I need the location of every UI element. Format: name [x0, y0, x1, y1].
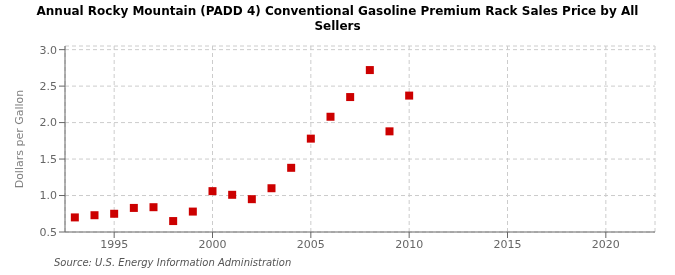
html-text:Sellers: Sellers: [314, 19, 361, 33]
svg-text:Dollars per Gallon: Dollars per Gallon: [13, 90, 26, 189]
svg-text:0.5: 0.5: [40, 226, 58, 239]
svg-text:2015: 2015: [494, 238, 522, 251]
svg-text:1.0: 1.0: [40, 189, 58, 202]
svg-text:2020: 2020: [592, 238, 620, 251]
svg-text:2010: 2010: [395, 238, 423, 251]
svg-text:1995: 1995: [100, 238, 128, 251]
svg-text:2005: 2005: [297, 238, 325, 251]
html-text:Annual Rocky Mountain (PADD 4): Annual Rocky Mountain (PADD 4) Conventio…: [36, 4, 639, 18]
html-text:Source: U.S. Energy Informatio: Source: U.S. Energy Information Administ…: [54, 257, 292, 268]
svg-text:2000: 2000: [199, 238, 227, 251]
svg-text:3.0: 3.0: [40, 44, 58, 57]
svg-text:2.5: 2.5: [40, 80, 58, 93]
svg-text:1.5: 1.5: [40, 153, 58, 166]
svg-text:2.0: 2.0: [40, 116, 58, 129]
